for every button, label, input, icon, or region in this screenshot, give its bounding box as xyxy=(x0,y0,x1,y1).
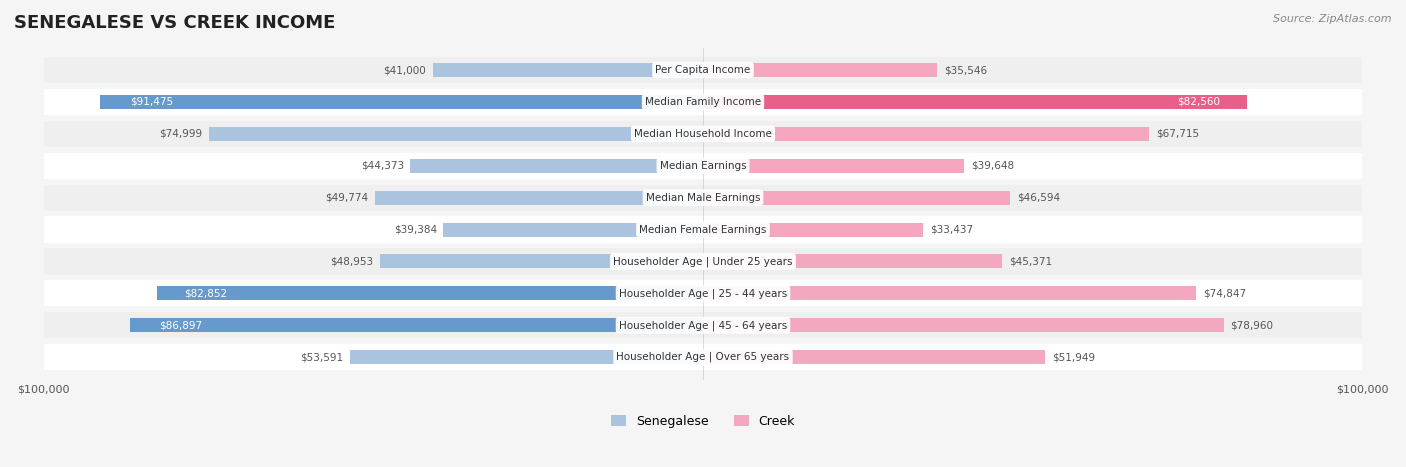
Text: Source: ZipAtlas.com: Source: ZipAtlas.com xyxy=(1274,14,1392,24)
Bar xyxy=(703,286,1197,300)
Text: Householder Age | Under 25 years: Householder Age | Under 25 years xyxy=(613,256,793,267)
Text: $86,897: $86,897 xyxy=(159,320,202,330)
Text: $39,648: $39,648 xyxy=(972,161,1014,171)
Bar xyxy=(703,159,965,173)
Text: $82,560: $82,560 xyxy=(1177,97,1220,107)
Bar xyxy=(100,95,703,109)
Bar xyxy=(208,127,703,141)
Text: $41,000: $41,000 xyxy=(384,65,426,75)
Text: $46,594: $46,594 xyxy=(1017,193,1060,203)
Bar xyxy=(44,153,1362,179)
Bar xyxy=(703,63,938,77)
Text: $53,591: $53,591 xyxy=(299,352,343,362)
Bar xyxy=(703,255,1002,269)
Text: $49,774: $49,774 xyxy=(325,193,368,203)
Bar xyxy=(703,223,924,237)
Text: $44,373: $44,373 xyxy=(361,161,404,171)
Text: $33,437: $33,437 xyxy=(929,225,973,234)
Bar xyxy=(703,95,1247,109)
Text: Householder Age | Over 65 years: Householder Age | Over 65 years xyxy=(616,352,790,362)
Bar xyxy=(44,312,1362,339)
Bar xyxy=(131,318,703,333)
Text: Per Capita Income: Per Capita Income xyxy=(655,65,751,75)
Text: $35,546: $35,546 xyxy=(943,65,987,75)
Text: Householder Age | 45 - 64 years: Householder Age | 45 - 64 years xyxy=(619,320,787,331)
Bar xyxy=(44,121,1362,147)
Legend: Senegalese, Creek: Senegalese, Creek xyxy=(606,410,800,433)
Text: Median Family Income: Median Family Income xyxy=(645,97,761,107)
Bar xyxy=(350,350,703,364)
Bar xyxy=(703,127,1150,141)
Text: Householder Age | 25 - 44 years: Householder Age | 25 - 44 years xyxy=(619,288,787,298)
Text: $78,960: $78,960 xyxy=(1230,320,1274,330)
Bar xyxy=(157,286,703,300)
Text: $74,999: $74,999 xyxy=(159,129,202,139)
Text: $51,949: $51,949 xyxy=(1052,352,1095,362)
Bar xyxy=(44,248,1362,275)
Bar xyxy=(703,318,1223,333)
Bar xyxy=(44,184,1362,211)
Bar xyxy=(44,89,1362,115)
Text: SENEGALESE VS CREEK INCOME: SENEGALESE VS CREEK INCOME xyxy=(14,14,336,32)
Bar xyxy=(703,350,1046,364)
Bar xyxy=(44,217,1362,243)
Text: $91,475: $91,475 xyxy=(131,97,173,107)
Text: Median Earnings: Median Earnings xyxy=(659,161,747,171)
Bar xyxy=(411,159,703,173)
Text: Median Female Earnings: Median Female Earnings xyxy=(640,225,766,234)
Text: $39,384: $39,384 xyxy=(394,225,437,234)
Text: $74,847: $74,847 xyxy=(1204,288,1246,298)
Bar xyxy=(44,344,1362,370)
Bar xyxy=(433,63,703,77)
Text: $82,852: $82,852 xyxy=(184,288,228,298)
Bar xyxy=(380,255,703,269)
Bar xyxy=(44,280,1362,306)
Bar xyxy=(443,223,703,237)
Bar xyxy=(44,57,1362,83)
Text: Median Male Earnings: Median Male Earnings xyxy=(645,193,761,203)
Bar xyxy=(703,191,1010,205)
Text: $67,715: $67,715 xyxy=(1156,129,1199,139)
Text: Median Household Income: Median Household Income xyxy=(634,129,772,139)
Text: $48,953: $48,953 xyxy=(330,256,374,267)
Bar xyxy=(375,191,703,205)
Text: $45,371: $45,371 xyxy=(1008,256,1052,267)
